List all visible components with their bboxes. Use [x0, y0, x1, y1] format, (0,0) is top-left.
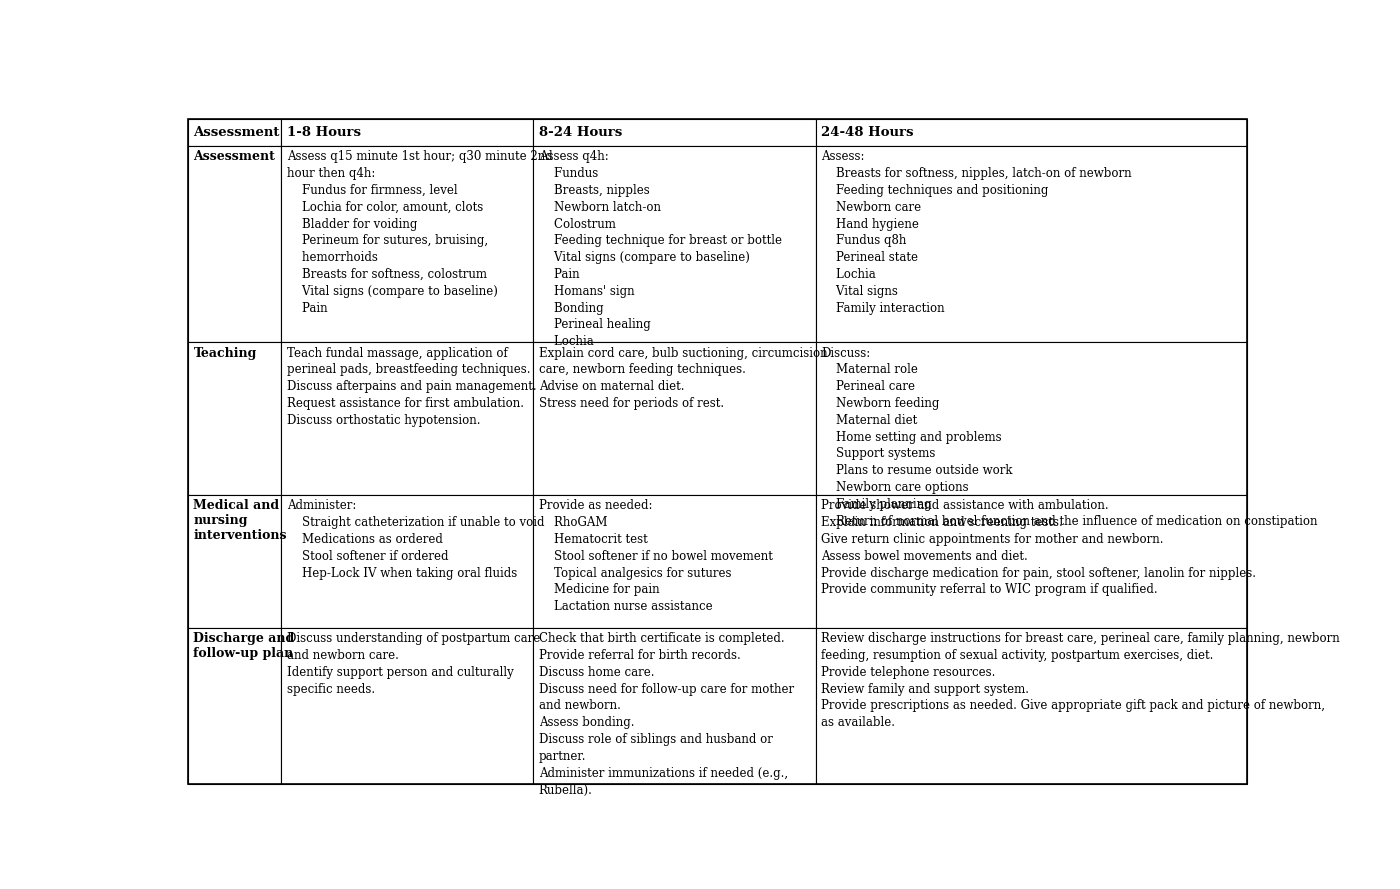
Text: Check that birth certificate is completed.
Provide referral for birth records.
D: Check that birth certificate is complete…	[539, 632, 794, 797]
Text: Medical and
nursing
interventions: Medical and nursing interventions	[193, 500, 287, 542]
Bar	[816, 629, 1247, 784]
Bar	[188, 147, 281, 342]
Bar	[816, 342, 1247, 495]
Bar	[188, 342, 281, 495]
Text: Assessment: Assessment	[193, 150, 276, 164]
Text: Provide as needed:
    RhoGAM
    Hematocrit test
    Stool softener if no bowel: Provide as needed: RhoGAM Hematocrit tes…	[539, 500, 773, 613]
Bar	[281, 342, 533, 495]
Bar	[533, 629, 816, 784]
Text: Discuss:
    Maternal role
    Perineal care
    Newborn feeding
    Maternal di: Discuss: Maternal role Perineal care New…	[822, 347, 1317, 527]
Bar	[281, 495, 533, 629]
Text: 24-48 Hours: 24-48 Hours	[822, 126, 914, 140]
Text: Provide shower and assistance with ambulation.
Explain information and screening: Provide shower and assistance with ambul…	[822, 500, 1256, 597]
Bar	[816, 495, 1247, 629]
Bar	[281, 147, 533, 342]
Bar	[816, 119, 1247, 147]
Bar	[533, 119, 816, 147]
Text: Teaching: Teaching	[193, 347, 256, 359]
Text: Explain cord care, bulb suctioning, circumcision
care, newborn feeding technique: Explain cord care, bulb suctioning, circ…	[539, 347, 827, 410]
Text: 8-24 Hours: 8-24 Hours	[539, 126, 622, 140]
Text: Discuss understanding of postpartum care
and newborn care.
Identify support pers: Discuss understanding of postpartum care…	[287, 632, 540, 696]
Text: Assess:
    Breasts for softness, nipples, latch-on of newborn
    Feeding techn: Assess: Breasts for softness, nipples, l…	[822, 150, 1133, 315]
Bar	[281, 629, 533, 784]
Bar	[533, 495, 816, 629]
Text: Assess q4h:
    Fundus
    Breasts, nipples
    Newborn latch-on
    Colostrum
 : Assess q4h: Fundus Breasts, nipples Newb…	[539, 150, 781, 348]
Bar	[533, 147, 816, 342]
Bar	[188, 495, 281, 629]
Bar	[188, 629, 281, 784]
Text: 1-8 Hours: 1-8 Hours	[287, 126, 361, 140]
Text: Assess q15 minute 1st hour; q30 minute 2nd
hour then q4h:
    Fundus for firmnes: Assess q15 minute 1st hour; q30 minute 2…	[287, 150, 553, 315]
Text: Assessment: Assessment	[193, 126, 280, 140]
Text: Administer:
    Straight catheterization if unable to void
    Medications as or: Administer: Straight catheterization if …	[287, 500, 545, 580]
Bar	[533, 342, 816, 495]
Text: Review discharge instructions for breast care, perineal care, family planning, n: Review discharge instructions for breast…	[822, 632, 1340, 729]
Bar	[816, 147, 1247, 342]
Text: Teach fundal massage, application of
perineal pads, breastfeeding techniques.
Di: Teach fundal massage, application of per…	[287, 347, 536, 427]
Text: Discharge and
follow-up plan: Discharge and follow-up plan	[193, 632, 294, 661]
Bar	[281, 119, 533, 147]
Bar	[188, 119, 281, 147]
